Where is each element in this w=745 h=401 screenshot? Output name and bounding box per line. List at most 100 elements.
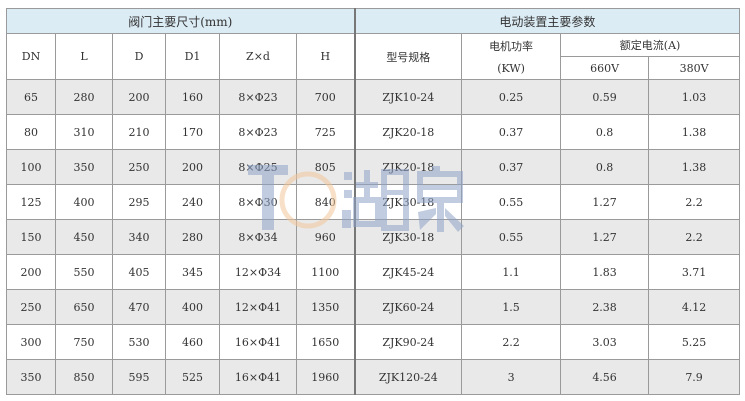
table-cell: 0.8 [560, 149, 650, 185]
table-cell: 460 [165, 324, 220, 360]
table-cell: 850 [55, 359, 113, 395]
table-cell: 150 [6, 219, 56, 255]
table-cell: 2.2 [461, 324, 562, 360]
table-cell: 200 [6, 254, 56, 290]
col-660v: 660V [560, 56, 650, 80]
table-cell: 405 [112, 254, 166, 290]
table-cell: 350 [6, 359, 56, 395]
table-cell: 16×Φ41 [219, 324, 297, 360]
table-row: 200 550 405 345 12×Φ34 1100 ZJK45-24 1.1 1.83 3.7… [6, 254, 741, 290]
table-cell: 8×Φ25 [219, 149, 297, 185]
table-cell: 3.03 [560, 324, 650, 360]
table-cell: 1650 [295, 324, 356, 360]
table-cell: 1.27 [560, 219, 650, 255]
table-row: 150 450 340 280 8×Φ34 960 ZJK30-18 0.55 1.27 2.2 [6, 219, 741, 255]
col-power: 电机功率 (KW) [461, 33, 562, 80]
table-row: 350 850 595 525 16×Φ41 1960 ZJK120-24 3 4.56 7.9 [6, 359, 741, 395]
table-cell: 170 [165, 114, 220, 150]
col-model: 型号规格 [354, 33, 463, 80]
table-cell: 470 [112, 289, 166, 325]
col-d: D [112, 33, 166, 80]
table-cell: ZJK10-24 [354, 79, 463, 115]
table-cell: 240 [165, 184, 220, 220]
table-cell: 3.71 [648, 254, 741, 290]
table-cell: 345 [165, 254, 220, 290]
table-cell: 8×Φ34 [219, 219, 297, 255]
table-cell: ZJK120-24 [354, 359, 463, 395]
table-cell: 2.2 [648, 219, 741, 255]
table-cell: 1960 [295, 359, 356, 395]
col-zxd: Z×d [219, 33, 297, 80]
table-cell: 350 [55, 149, 113, 185]
table-cell: 1.03 [648, 79, 741, 115]
table-row: 100 350 250 200 8×Φ25 805 ZJK20-18 0.37 0.8 1.38 [6, 149, 741, 185]
table-cell: 805 [295, 149, 356, 185]
table-cell: 1.5 [461, 289, 562, 325]
power-label: 电机功率 [489, 40, 534, 53]
table-cell: ZJK90-24 [354, 324, 463, 360]
table-cell: 0.37 [461, 114, 562, 150]
table-cell: 725 [295, 114, 356, 150]
table-cell: 530 [112, 324, 166, 360]
col-d1: D1 [165, 33, 220, 80]
table-cell: 12×Φ34 [219, 254, 297, 290]
table-cell: 8×Φ23 [219, 79, 297, 115]
table-row: 250 650 470 400 12×Φ41 1350 ZJK60-24 1.5 2.38 4.1… [6, 289, 741, 325]
table-cell: ZJK30-18 [354, 184, 463, 220]
table-cell: 0.25 [461, 79, 562, 115]
table-cell: 0.59 [560, 79, 650, 115]
table-cell: 200 [165, 149, 220, 185]
table-cell: 840 [295, 184, 356, 220]
table-cell: 65 [6, 79, 56, 115]
table-cell: 550 [55, 254, 113, 290]
col-380v: 380V [648, 56, 741, 80]
table-row: 300 750 530 460 16×Φ41 1650 ZJK90-24 2.2 3.03 5.2… [6, 324, 741, 360]
col-dn: DN [6, 33, 56, 80]
table-cell: 400 [165, 289, 220, 325]
table-cell: 1.27 [560, 184, 650, 220]
table-cell: 1.38 [648, 114, 741, 150]
table-cell: 280 [165, 219, 220, 255]
table-cell: 4.56 [560, 359, 650, 395]
table-cell: 200 [112, 79, 166, 115]
power-unit: (KW) [497, 62, 525, 75]
table-cell: 2.38 [560, 289, 650, 325]
table-cell: 4.12 [648, 289, 741, 325]
table-row: 80 310 210 170 8×Φ23 725 ZJK20-18 0.37 0.8 1.38 [6, 114, 741, 150]
col-current: 额定电流(A) [560, 33, 741, 57]
table-row: 65 280 200 160 8×Φ23 700 ZJK10-24 0.25 0.59 1.03 [6, 79, 741, 115]
table-cell: 960 [295, 219, 356, 255]
table-cell: 1.83 [560, 254, 650, 290]
table-cell: 750 [55, 324, 113, 360]
table-cell: 1350 [295, 289, 356, 325]
table-cell: ZJK30-18 [354, 219, 463, 255]
spec-table: 阀门主要尺寸(mm) 电动装置主要参数 DN L D D1 Z×d H 型号规格… [5, 8, 741, 395]
table-cell: 160 [165, 79, 220, 115]
table-row: 125 400 295 240 8×Φ30 840 ZJK30-18 0.55 1.27 2.2 [6, 184, 741, 220]
table-cell: 210 [112, 114, 166, 150]
table-cell: 1.38 [648, 149, 741, 185]
table-cell: ZJK60-24 [354, 289, 463, 325]
table-cell: 125 [6, 184, 56, 220]
table-cell: 295 [112, 184, 166, 220]
table-cell: ZJK20-18 [354, 114, 463, 150]
table-cell: 3 [461, 359, 562, 395]
table-cell: 340 [112, 219, 166, 255]
table-cell: 400 [55, 184, 113, 220]
table-cell: ZJK20-18 [354, 149, 463, 185]
table-cell: 700 [295, 79, 356, 115]
table-cell: 7.9 [648, 359, 741, 395]
table-cell: 1.1 [461, 254, 562, 290]
table-cell: 80 [6, 114, 56, 150]
actuator-params-header: 电动装置主要参数 [354, 8, 741, 34]
table-cell: 280 [55, 79, 113, 115]
table-cell: ZJK45-24 [354, 254, 463, 290]
table-cell: 250 [6, 289, 56, 325]
valve-dimensions-header: 阀门主要尺寸(mm) [5, 8, 356, 34]
table-cell: 0.8 [560, 114, 650, 150]
table-cell: 16×Φ41 [219, 359, 297, 395]
table-cell: 1100 [295, 254, 356, 290]
table-cell: 5.25 [648, 324, 741, 360]
col-l: L [55, 33, 113, 80]
table-cell: 650 [55, 289, 113, 325]
